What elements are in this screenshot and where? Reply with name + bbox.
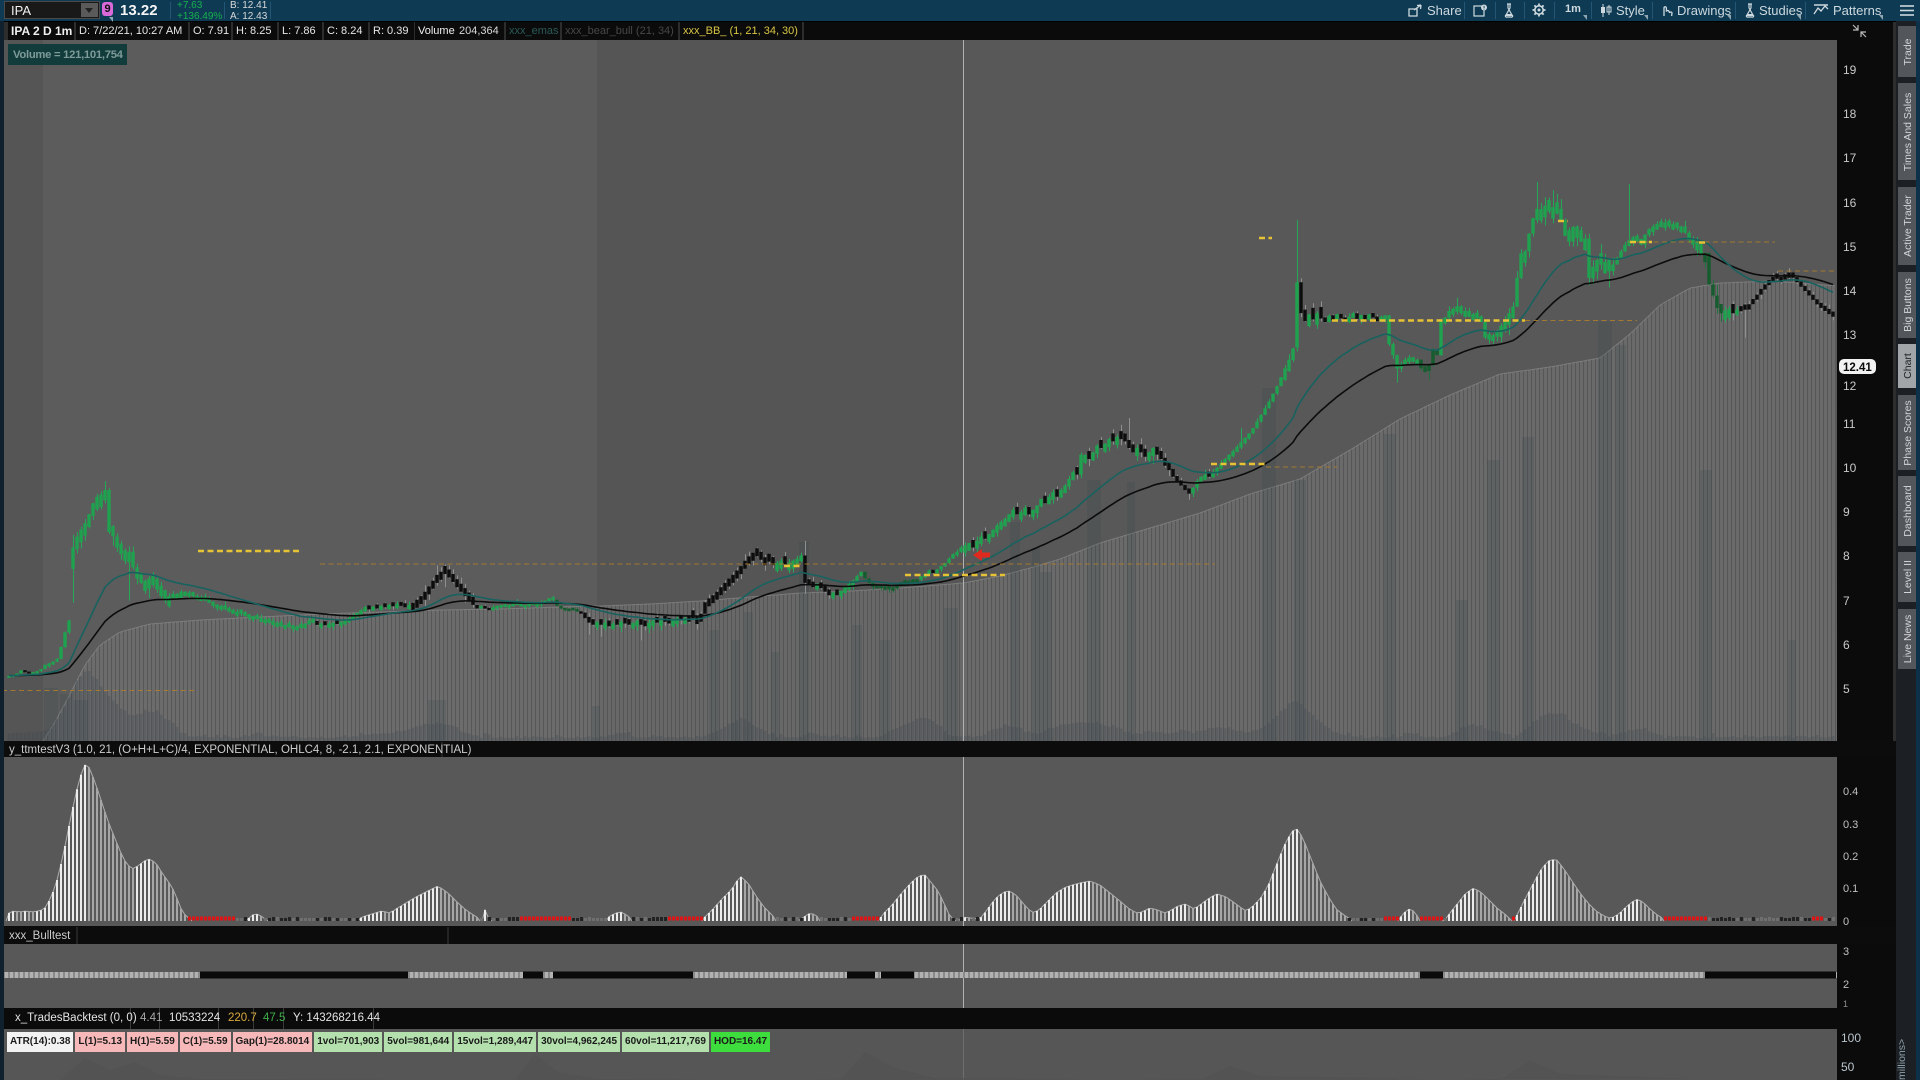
svg-text:0.3: 0.3 [1843,819,1858,831]
svg-text:100: 100 [1841,1031,1861,1045]
svg-text:19: 19 [1843,63,1857,77]
svg-text:10: 10 [1843,461,1857,475]
svg-text:6: 6 [1843,638,1850,652]
svg-text:18: 18 [1843,107,1857,121]
svg-text:13: 13 [1843,328,1857,342]
svg-text:12: 12 [1843,379,1857,393]
svg-text:11: 11 [1843,417,1856,431]
svg-text:1: 1 [1843,999,1848,1009]
svg-text:17: 17 [1843,151,1857,165]
svg-text:3: 3 [1843,946,1849,958]
svg-text:8: 8 [1843,549,1850,563]
svg-text:14: 14 [1843,284,1857,298]
svg-text:7: 7 [1843,594,1850,608]
svg-text:y_ttmtestV3 (1.0, 21, (O+H+L+C: y_ttmtestV3 (1.0, 21, (O+H+L+C)/4, EXPON… [9,744,472,756]
svg-text:50: 50 [1841,1060,1855,1074]
svg-text:9: 9 [1843,505,1850,519]
svg-text:12.41: 12.41 [1843,362,1872,374]
svg-text:xxx_Bulltest: xxx_Bulltest [9,930,71,942]
svg-text:2: 2 [1843,979,1849,991]
svg-text:15: 15 [1843,240,1857,254]
svg-text:5: 5 [1843,682,1850,696]
svg-text:Volume = 121,101,754: Volume = 121,101,754 [13,49,124,61]
svg-text:0.2: 0.2 [1843,851,1858,863]
svg-text:0.4: 0.4 [1843,786,1858,798]
svg-text:0: 0 [1843,916,1849,928]
svg-text:16: 16 [1843,196,1857,210]
svg-text:0.1: 0.1 [1843,883,1858,895]
